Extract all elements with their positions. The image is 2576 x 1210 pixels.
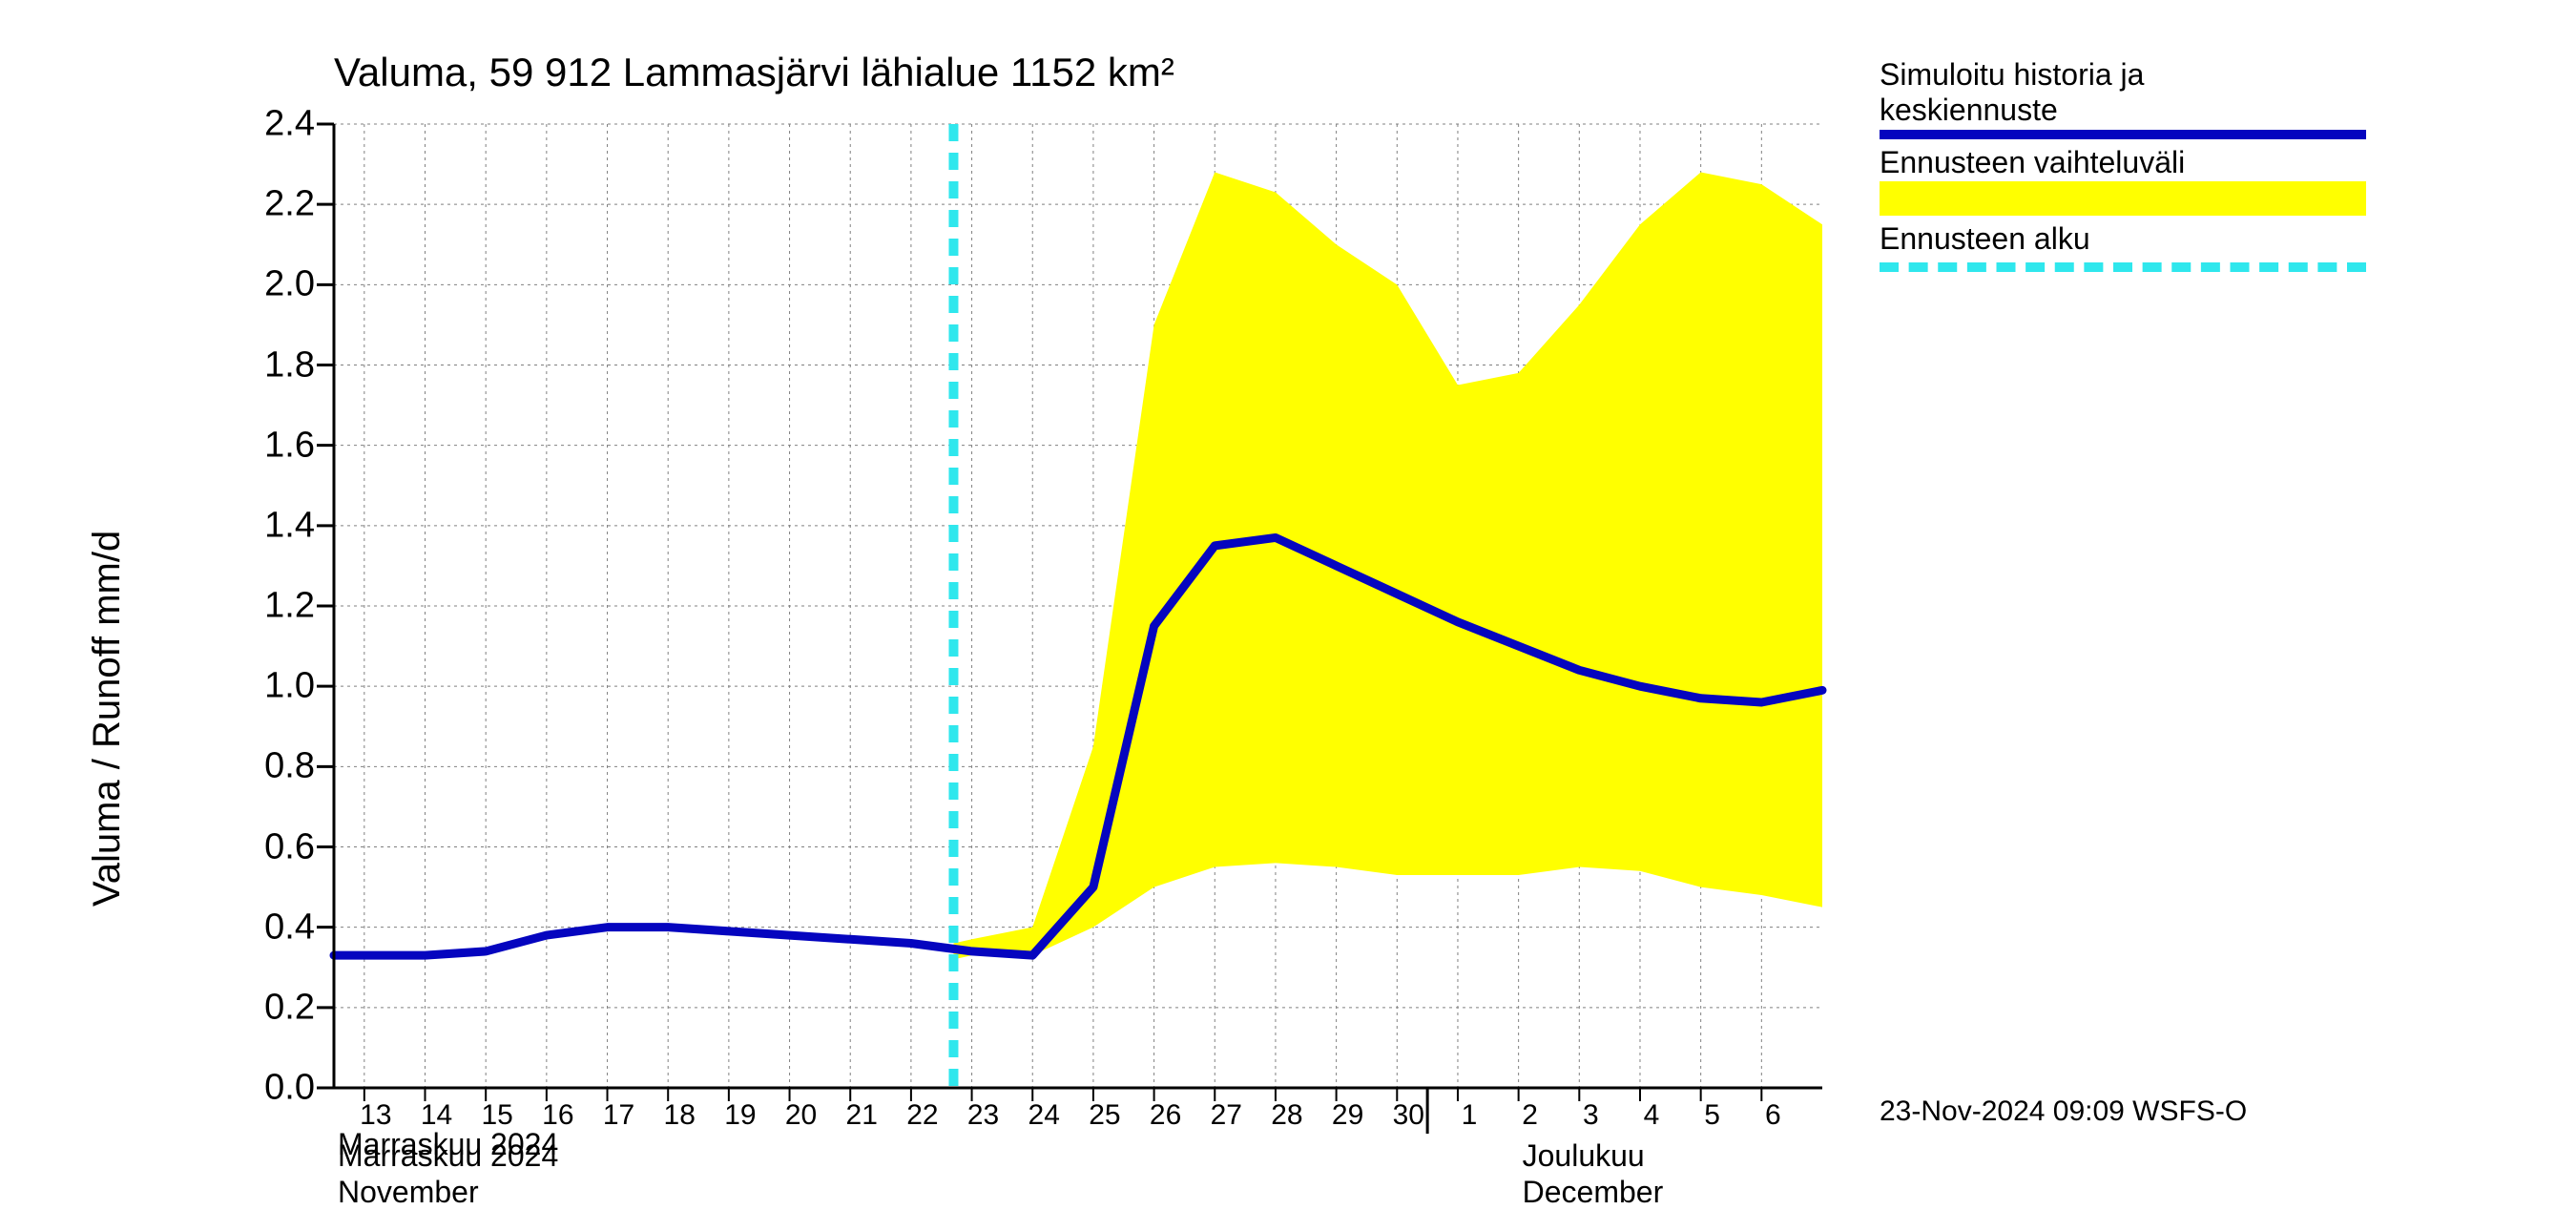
y-tick-label: 1.6 <box>248 425 315 466</box>
x-tick-label: 22 <box>906 1099 938 1132</box>
y-tick-label: 2.2 <box>248 184 315 225</box>
x-tick-label: 1 <box>1462 1099 1478 1132</box>
y-tick-label: 0.2 <box>248 987 315 1028</box>
month-label: December <box>1523 1174 1664 1210</box>
month-label: November <box>338 1174 479 1210</box>
footer-timestamp: 23-Nov-2024 09:09 WSFS-O <box>1880 1095 2247 1128</box>
y-tick-label: 1.2 <box>248 586 315 627</box>
x-tick-label: 19 <box>724 1099 756 1132</box>
x-tick-label: 5 <box>1704 1099 1720 1132</box>
x-tick-label: 17 <box>603 1099 634 1132</box>
y-tick-label: 0.4 <box>248 907 315 948</box>
y-tick-label: 0.6 <box>248 826 315 867</box>
legend: Simuloitu historia ja keskiennuste Ennus… <box>1880 57 2376 278</box>
plot-area <box>334 124 1822 1088</box>
legend-label-forecast-start: Ennusteen alku <box>1880 221 2376 257</box>
x-tick-label: 26 <box>1150 1099 1181 1132</box>
x-tick-label: 3 <box>1583 1099 1599 1132</box>
legend-swatch-forecast-start <box>1880 262 2366 272</box>
legend-label-mean-2: keskiennuste <box>1880 93 2376 128</box>
x-tick-label: 24 <box>1028 1099 1060 1132</box>
y-tick-label: 2.0 <box>248 264 315 305</box>
x-tick-label: 28 <box>1271 1099 1302 1132</box>
legend-label-mean-1: Simuloitu historia ja <box>1880 57 2376 93</box>
x-tick-label: 25 <box>1089 1099 1120 1132</box>
y-tick-label: 0.0 <box>248 1068 315 1109</box>
legend-entry-forecast-start: Ennusteen alku <box>1880 221 2376 272</box>
y-tick-label: 0.8 <box>248 746 315 787</box>
x-tick-label: 2 <box>1522 1099 1538 1132</box>
legend-swatch-band <box>1880 181 2366 216</box>
y-tick-label: 2.4 <box>248 104 315 145</box>
y-tick-label: 1.4 <box>248 505 315 546</box>
x-tick-label: 27 <box>1211 1099 1242 1132</box>
y-tick-label: 1.0 <box>248 666 315 707</box>
legend-entry-mean: Simuloitu historia ja keskiennuste <box>1880 57 2376 139</box>
y-axis-label: Valuma / Runoff mm/d <box>86 531 129 907</box>
legend-entry-band: Ennusteen vaihteluväli <box>1880 145 2376 217</box>
x-tick-label: 23 <box>967 1099 999 1132</box>
month-label: Marraskuu 2024 <box>338 1137 558 1174</box>
legend-swatch-mean <box>1880 130 2366 139</box>
x-tick-label: 21 <box>846 1099 878 1132</box>
x-tick-label: 18 <box>664 1099 696 1132</box>
y-tick-label: 1.8 <box>248 344 315 386</box>
chart-title: Valuma, 59 912 Lammasjärvi lähialue 1152… <box>334 50 1174 95</box>
chart-container: Valuma, 59 912 Lammasjärvi lähialue 1152… <box>0 0 2576 1145</box>
x-tick-label: 6 <box>1765 1099 1781 1132</box>
x-tick-label: 30 <box>1393 1099 1424 1132</box>
x-tick-label: 4 <box>1644 1099 1660 1132</box>
forecast-band <box>953 173 1822 960</box>
legend-label-band: Ennusteen vaihteluväli <box>1880 145 2376 180</box>
x-tick-label: 20 <box>785 1099 817 1132</box>
month-label: Joulukuu <box>1523 1137 1645 1174</box>
x-tick-label: 29 <box>1332 1099 1363 1132</box>
